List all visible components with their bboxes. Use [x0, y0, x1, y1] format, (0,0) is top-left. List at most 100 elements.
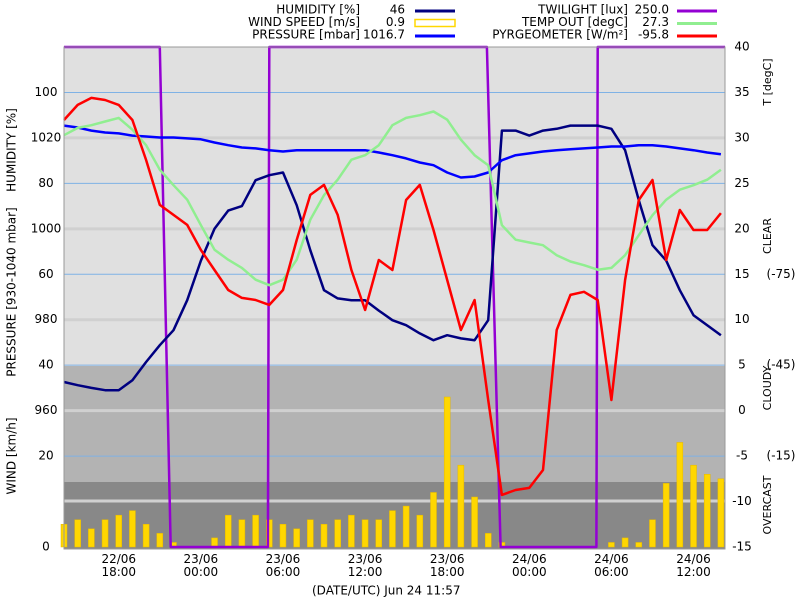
x-axis-label: (DATE/UTC) Jun 24 11:57: [312, 584, 460, 598]
wind-bar: [471, 496, 478, 548]
wind-bar: [402, 505, 410, 548]
y-tick-label: 20: [38, 449, 53, 463]
cloudy-band: [64, 366, 725, 482]
wind-bar: [101, 519, 109, 548]
wind-bar: [703, 474, 711, 548]
wind-bar: [142, 524, 150, 548]
sky-label: OVERCAST: [761, 475, 774, 534]
wind-bar: [717, 478, 725, 548]
wind-bar: [457, 464, 465, 548]
wind-bar: [389, 510, 396, 548]
y-tick-label: 60: [38, 267, 53, 281]
legend-label: TWILIGHT [lux]: [537, 3, 628, 17]
wind-bar: [129, 510, 136, 548]
y2-axis-label: T [degC]: [761, 58, 774, 106]
x-tick-label: 24/06 06:00: [594, 552, 629, 579]
wind-bar: [252, 514, 259, 548]
y-tick-label: 100: [35, 85, 58, 99]
x-tick-label: 23/06 18:00: [429, 552, 465, 579]
y-axis-label: HUMIDITY [%]: [5, 108, 19, 192]
legend-value: 0.9: [386, 15, 405, 29]
series-line: [63, 124, 722, 392]
wind-bar: [156, 533, 164, 548]
wind-bar: [635, 542, 643, 548]
wind-bar: [211, 537, 218, 548]
wind-bar: [416, 514, 424, 548]
legend-label: PRESSURE [mbar]: [252, 28, 360, 42]
wind-bar: [690, 464, 697, 548]
wind-bar: [361, 519, 369, 548]
legend-label: WIND SPEED [m/s]: [248, 15, 360, 29]
y-tick-label: 0: [42, 540, 50, 554]
y-axis-label: PRESSURE [930-1040 mbar]: [5, 207, 19, 376]
wind-bar: [443, 396, 451, 548]
wind-bar: [115, 514, 122, 548]
y-tick-label: 960: [35, 403, 58, 417]
y2-tick-label: 0: [738, 403, 746, 417]
legend-label: HUMIDITY [%]: [276, 3, 360, 17]
legend-value: 27.3: [642, 15, 669, 29]
wind-bar: [279, 524, 287, 548]
wind-bar: [334, 519, 341, 548]
sky-label: CLEAR: [761, 218, 774, 254]
legend-swatch: [414, 18, 456, 28]
wind-bar: [74, 519, 81, 548]
wind-bar: [608, 542, 615, 548]
wind-bar: [88, 528, 95, 548]
sky-label: CLOUDY: [761, 365, 774, 410]
y-tick-label: 40: [38, 358, 53, 372]
series-line: [63, 96, 722, 497]
wind-bar: [348, 514, 355, 548]
x-tick-label: 23/06 06:00: [265, 552, 301, 579]
wind-bar: [649, 519, 656, 548]
y2-tick-label: 10: [734, 312, 749, 326]
y-tick-label: 980: [35, 312, 58, 326]
wind-bar: [484, 533, 492, 548]
x-tick-label: 24/06 12:00: [676, 552, 711, 579]
y3-tick-label: (-75): [767, 267, 796, 281]
legend-value: 46: [390, 3, 405, 17]
y2-tick-label: -5: [736, 449, 748, 463]
y-axis-label: WIND [km/h]: [5, 417, 19, 494]
wind-bar: [662, 483, 670, 548]
y2-tick-label: 40: [734, 40, 749, 54]
legend-value: 1016.7: [363, 28, 405, 42]
y2-tick-label: 25: [734, 176, 749, 190]
y3-tick-label: (-15): [767, 449, 796, 463]
x-tick-label: 22/06 18:00: [101, 552, 137, 579]
wind-bar: [320, 524, 328, 548]
legend-label: PYRGEOMETER [W/m²]: [492, 28, 628, 42]
wind-bar: [238, 519, 246, 548]
series-line: [63, 124, 722, 179]
y-tick-label: 1020: [31, 130, 62, 144]
y2-tick-label: 20: [734, 221, 749, 235]
wind-bar: [621, 537, 629, 548]
legend-label: TEMP OUT [degC]: [521, 15, 628, 29]
x-tick-label: 23/06 00:00: [183, 552, 219, 579]
y3-tick-label: (-45): [767, 358, 796, 372]
y2-tick-label: 30: [734, 130, 749, 144]
y-tick-label: 80: [38, 176, 53, 190]
frame: [63, 46, 726, 550]
legend-value: -95.8: [638, 28, 669, 42]
y2-tick-label: 35: [734, 85, 749, 99]
y2-tick-label: 5: [738, 358, 746, 372]
y-tick-label: 1000: [31, 221, 62, 235]
wind-bar: [224, 514, 232, 548]
legend-value: 250.0: [635, 3, 669, 17]
wind-bar: [430, 492, 437, 548]
y2-tick-label: -15: [732, 540, 752, 554]
wind-bar: [676, 442, 684, 548]
series-line: [63, 110, 722, 287]
clear-band: [64, 47, 725, 366]
wind-bar: [293, 528, 300, 548]
y2-tick-label: -10: [732, 494, 752, 508]
x-tick-label: 23/06 12:00: [347, 552, 383, 579]
wind-bar: [375, 519, 383, 548]
wind-bar: [266, 519, 273, 548]
x-tick-label: 24/06 00:00: [512, 552, 547, 579]
wind-bar: [307, 519, 314, 548]
y2-tick-label: 15: [734, 267, 749, 281]
